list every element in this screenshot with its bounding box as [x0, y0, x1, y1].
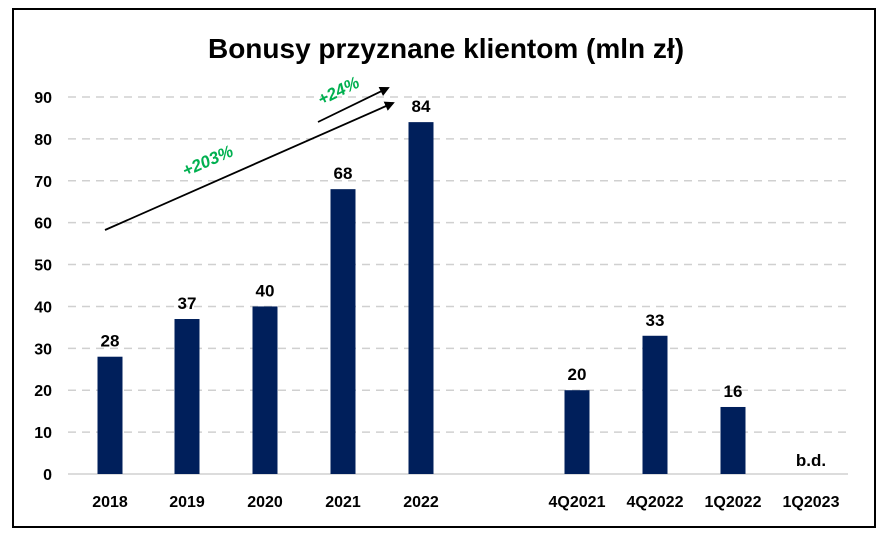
data-label-2021: 68 — [334, 164, 353, 183]
y-tick-label: 10 — [34, 425, 52, 442]
x-tick-label-2018: 2018 — [92, 494, 128, 511]
x-tick-label-4Q2022: 4Q2022 — [627, 494, 684, 511]
bar-2020 — [252, 306, 278, 474]
y-tick-label: 60 — [34, 216, 52, 233]
data-label-4Q2021: 20 — [568, 365, 587, 384]
chart-title: Bonusy przyznane klientom (mln zł) — [208, 33, 684, 64]
growth-arrow — [104, 101, 395, 231]
y-tick-label: 30 — [34, 341, 52, 358]
x-tick-label-2020: 2020 — [247, 494, 283, 511]
bar-4Q2022 — [642, 335, 668, 474]
data-label-2022: 84 — [412, 97, 431, 116]
data-label-2020: 40 — [256, 281, 275, 300]
y-tick-label: 70 — [34, 174, 52, 191]
y-tick-label: 50 — [34, 258, 52, 275]
data-labels: 28 37 40 68 84 20 33 16 b.d. — [101, 97, 827, 470]
bar-2018 — [97, 356, 123, 474]
x-tick-label-1Q2022: 1Q2022 — [705, 494, 762, 511]
y-axis: 0 10 20 30 40 50 60 70 80 90 — [34, 90, 52, 484]
data-label-1Q2022: 16 — [724, 382, 743, 401]
data-label-1Q2023: b.d. — [796, 451, 826, 470]
growth-arrow — [317, 86, 390, 123]
y-tick-label: 20 — [34, 383, 52, 400]
x-tick-label-2019: 2019 — [169, 494, 205, 511]
bar-2019 — [174, 319, 200, 474]
bar-1Q2022 — [720, 406, 746, 474]
y-tick-label: 0 — [43, 467, 52, 484]
bar-4Q2021 — [564, 390, 590, 474]
bar-2022 — [408, 122, 434, 474]
growth-label: +203% — [180, 141, 237, 180]
bars — [97, 122, 746, 474]
y-tick-label: 90 — [34, 90, 52, 107]
y-tick-label: 40 — [34, 299, 52, 316]
bar-2021 — [330, 189, 356, 474]
x-tick-label-2022: 2022 — [403, 494, 439, 511]
x-tick-label-1Q2023: 1Q2023 — [783, 494, 840, 511]
x-tick-label-2021: 2021 — [325, 494, 361, 511]
y-tick-label: 80 — [34, 132, 52, 149]
x-axis: 2018 2019 2020 2021 2022 4Q2021 4Q2022 1Q2022 1Q… — [92, 494, 839, 511]
data-label-2018: 28 — [101, 332, 120, 351]
data-label-2019: 37 — [178, 294, 197, 313]
data-label-4Q2022: 33 — [646, 311, 665, 330]
x-tick-label-4Q2021: 4Q2021 — [549, 494, 606, 511]
